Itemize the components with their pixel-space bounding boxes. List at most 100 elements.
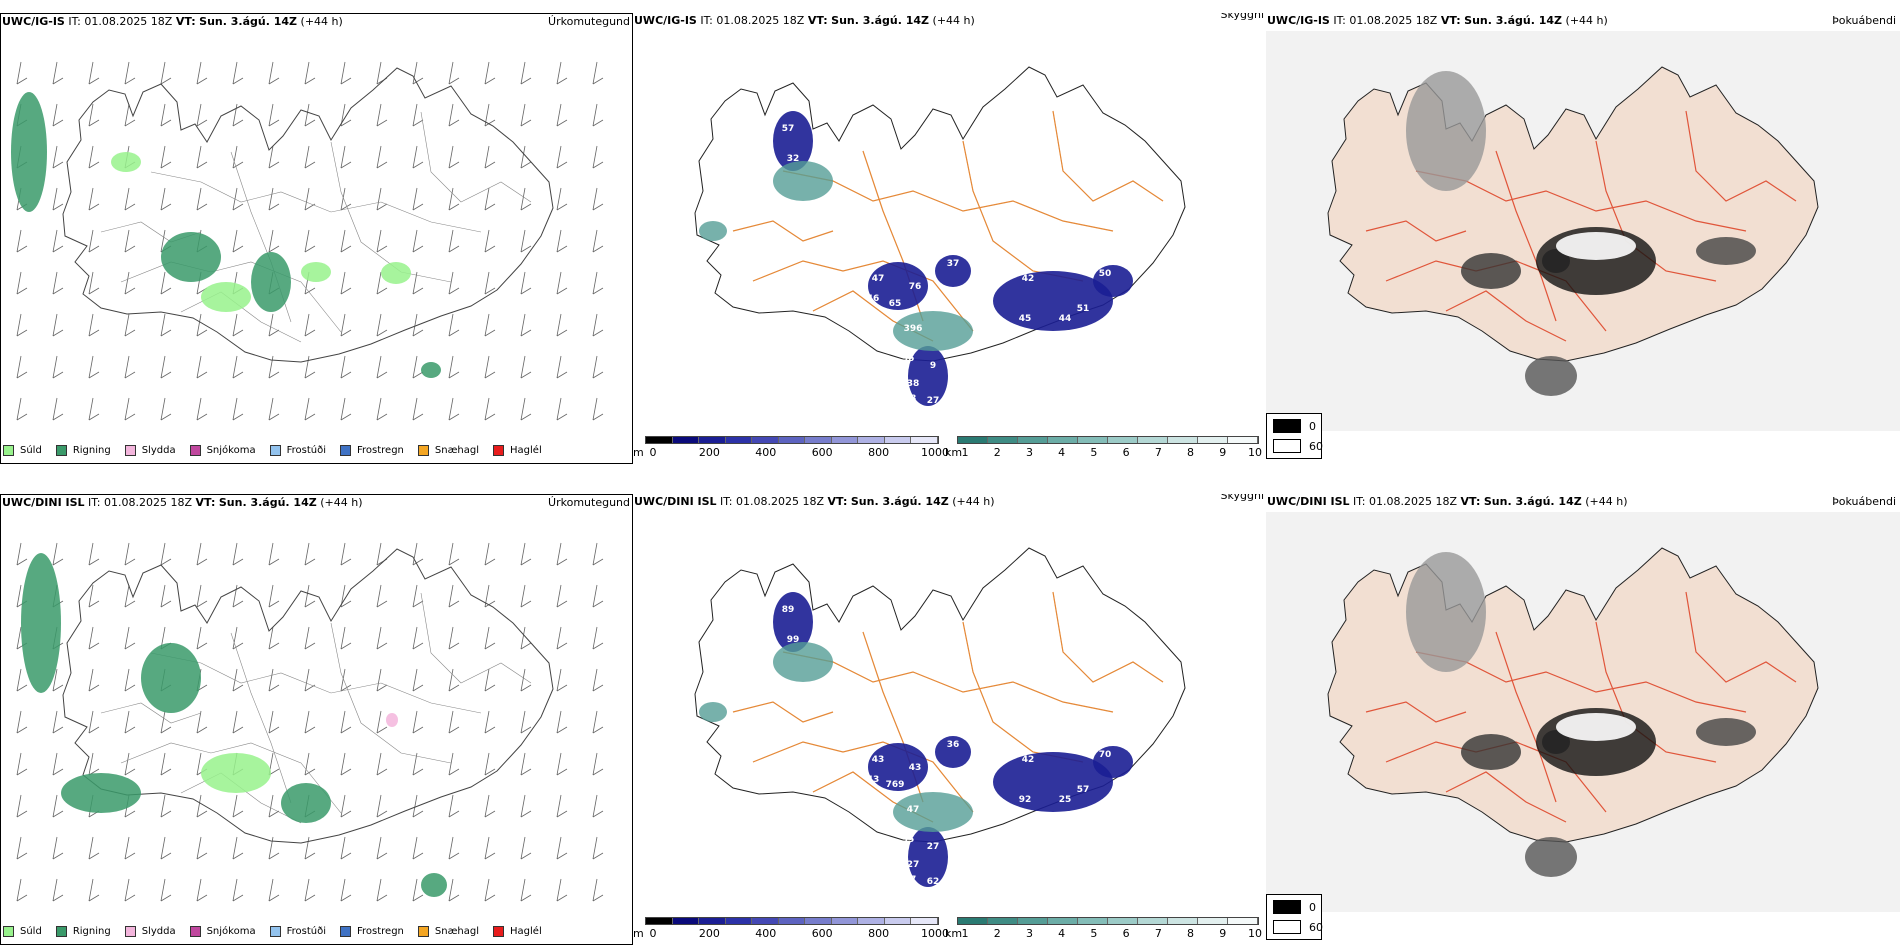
precip-legend-swatch (55, 444, 67, 456)
wind-barb (16, 229, 28, 253)
wind-barb (376, 542, 388, 566)
wind-barb (556, 752, 568, 776)
colorbar-swatch (646, 918, 673, 924)
wind-barb (268, 878, 280, 902)
fog-area (1542, 730, 1570, 754)
wind-barb (196, 626, 208, 650)
wind-barb (196, 355, 208, 379)
wind-barb (196, 145, 208, 169)
wind-barb (16, 271, 28, 295)
wind-barb (16, 397, 28, 421)
cloud-base-label: 37 (904, 875, 917, 885)
colorbar-tick: 2 (993, 446, 1001, 459)
wind-barb (556, 187, 568, 211)
wind-barb (340, 794, 352, 818)
wind-barb (340, 752, 352, 776)
precip-area (11, 92, 47, 212)
precip-panel-row2: UWC/DINI ISL IT: 01.08.2025 18Z VT: Sun.… (0, 494, 633, 945)
wind-barb (232, 145, 244, 169)
low-cloud-area (868, 262, 928, 310)
wind-barb (268, 145, 280, 169)
road-line (1445, 771, 1567, 823)
colorbar-tick: 9 (1219, 446, 1227, 459)
precip-legend-item: Rigning (55, 444, 111, 456)
road-line (1365, 701, 1467, 723)
colorbar-tick: 9 (1219, 927, 1227, 940)
colorbar-swatch (911, 918, 939, 924)
wind-barb (88, 836, 100, 860)
wind-barb (16, 794, 28, 818)
road-line (1685, 110, 1797, 202)
wind-barb (484, 271, 496, 295)
wind-barb (520, 878, 532, 902)
colorbar-swatch (911, 437, 939, 443)
wind-barb (448, 836, 460, 860)
wind-barb (304, 313, 316, 337)
fog-panel-row1: UWC/IG-IS IT: 01.08.2025 18Z VT: Sun. 3.… (1266, 13, 1900, 464)
cloud-base-label: 35 (902, 835, 915, 845)
wind-barb (592, 878, 604, 902)
wind-barb (412, 710, 424, 734)
lead-time: (+44 h) (952, 495, 995, 508)
wind-barb (556, 836, 568, 860)
wind-barb (556, 668, 568, 692)
colorbar-tick: 600 (811, 927, 833, 940)
wind-barb (160, 271, 172, 295)
wind-barb (304, 355, 316, 379)
wind-barb (556, 271, 568, 295)
wind-barb (340, 313, 352, 337)
wind-barb (268, 584, 280, 608)
precip-legend-item: Snæhagl (417, 925, 479, 937)
precip-legend-swatch (417, 925, 429, 937)
road-line (732, 220, 834, 242)
wind-barb (448, 752, 460, 776)
colorbar-swatch (778, 918, 806, 924)
wind-barb (16, 313, 28, 337)
cloud-base-label: 396 (904, 324, 923, 334)
valid-time: Sun. 3.ágú. 14Z (850, 495, 949, 508)
wind-barb (232, 710, 244, 734)
colorbar-tick: 3 (1025, 446, 1033, 459)
precip-legend-label: Snæhagl (434, 444, 480, 456)
wind-barb (556, 794, 568, 818)
lead-time: (+44 h) (932, 14, 975, 27)
wind-barb (412, 626, 424, 650)
precip-legend-item: Slydda (124, 444, 176, 456)
precip-legend-swatch (493, 444, 505, 456)
colorbar-tick: 1000 (921, 446, 949, 459)
low-cloud-area (908, 346, 948, 406)
wind-barb (376, 794, 388, 818)
wind-barb (484, 878, 496, 902)
road-line (782, 170, 1114, 232)
panel-header: UWC/DINI ISL IT: 01.08.2025 18Z VT: Sun.… (633, 494, 1266, 512)
wind-barb (520, 584, 532, 608)
wind-barb (520, 61, 532, 85)
wind-barb (52, 542, 64, 566)
low-cloud-area (773, 111, 813, 171)
colorbar-tick: 5 (1090, 446, 1098, 459)
precip-legend-item: Frostregn (340, 444, 404, 456)
wind-barb (412, 103, 424, 127)
fog-legend-swatch-0 (1273, 900, 1301, 914)
cloud-base-label: 44 (1059, 314, 1072, 324)
wind-barb (52, 271, 64, 295)
wind-barb (160, 145, 172, 169)
cloud-base-label: 56 (902, 354, 915, 364)
precip-legend-item: Súld (3, 925, 42, 937)
wind-barb (88, 355, 100, 379)
road-line (150, 652, 482, 714)
cloud-base-label: 27 (927, 396, 940, 406)
wind-barb (556, 229, 568, 253)
wind-barb (592, 397, 604, 421)
wind-barb (484, 626, 496, 650)
wind-barb (556, 626, 568, 650)
wind-barb (124, 710, 136, 734)
lead-time: (+44 h) (1585, 495, 1628, 508)
wind-barb (160, 584, 172, 608)
colorbar-swatch (858, 918, 885, 924)
road-line (1415, 170, 1747, 232)
colorbar-swatch (1078, 437, 1108, 443)
wind-barb (232, 61, 244, 85)
wind-barb (88, 271, 100, 295)
wind-barb (376, 668, 388, 692)
